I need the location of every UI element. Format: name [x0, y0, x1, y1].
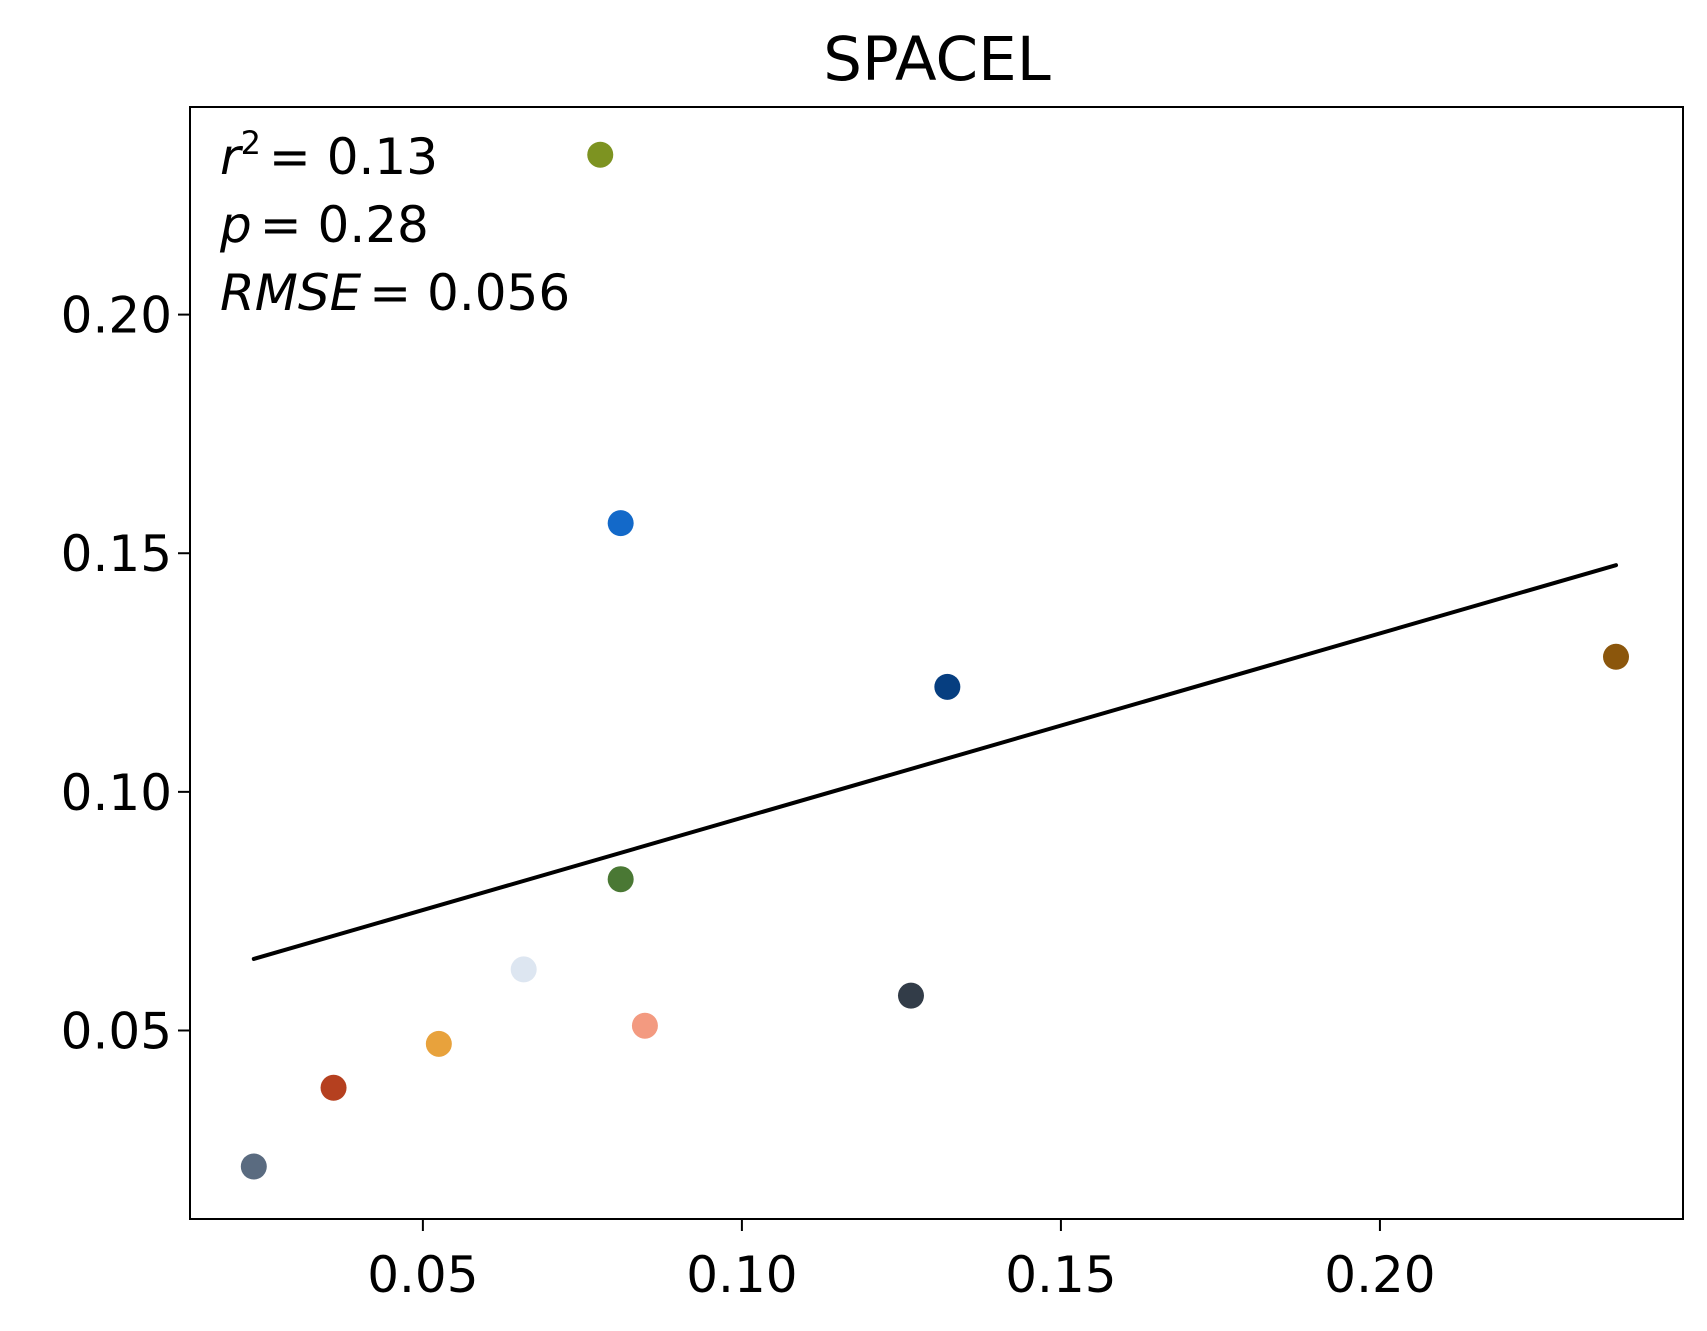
data-point [607, 510, 634, 537]
p-symbol: p [219, 196, 252, 254]
data-point [240, 1153, 267, 1180]
fit-line-group [251, 563, 1619, 961]
p-value: = 0.28 [260, 196, 429, 254]
x-tick-label: 0.20 [1324, 1246, 1435, 1304]
data-point [934, 673, 961, 700]
plot-frame [189, 106, 1684, 1220]
data-point [320, 1074, 347, 1101]
p-value-label: p = 0.28 [219, 196, 429, 254]
rmse-value: = 0.056 [369, 264, 570, 322]
data-point [607, 866, 634, 893]
chart-title: SPACEL [823, 24, 1050, 95]
r-squared-label: r2 = 0.13 [220, 124, 438, 186]
x-tick-label: 0.15 [1005, 1246, 1116, 1304]
data-point [425, 1030, 452, 1057]
x-tick-label: 0.05 [367, 1246, 478, 1304]
axis-ticks: 0.05 0.10 0.15 0.20 0.05 0.10 0.15 0.20 [61, 287, 1436, 1304]
data-points [240, 141, 1630, 1180]
r-exponent: 2 [241, 124, 261, 162]
rmse-label: RMSE = 0.056 [220, 264, 570, 322]
r-symbol: r [220, 128, 244, 186]
y-tick-label: 0.05 [61, 1002, 172, 1060]
data-point [510, 956, 537, 983]
rmse-symbol: RMSE [220, 264, 362, 322]
data-point [897, 982, 924, 1009]
x-tick-label: 0.10 [686, 1246, 797, 1304]
y-tick-label: 0.20 [61, 287, 172, 345]
y-tick-label: 0.10 [61, 764, 172, 822]
r-squared-value: = 0.13 [269, 128, 438, 186]
data-point [587, 141, 614, 168]
data-point [1603, 643, 1630, 670]
y-tick-label: 0.15 [61, 525, 172, 583]
fit-line [251, 563, 1619, 961]
stats-annotation: r2 = 0.13 p = 0.28 RMSE = 0.056 [219, 124, 570, 322]
data-point [631, 1012, 658, 1039]
